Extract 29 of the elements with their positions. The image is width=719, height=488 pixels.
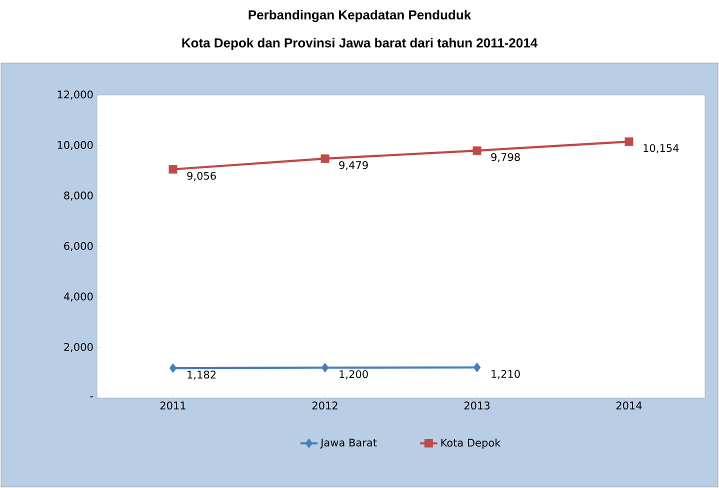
data-label: 1,200 xyxy=(340,370,368,380)
data-label: 9,798 xyxy=(491,153,520,162)
legend-label: Kota Depok xyxy=(441,438,501,449)
y-tick-label: 2,000 xyxy=(64,342,93,352)
y-tick-label: 8,000 xyxy=(64,191,93,201)
data-label: 1,182 xyxy=(188,370,216,380)
y-tick-label: 10,000 xyxy=(58,140,93,150)
point xyxy=(169,363,177,373)
data-label: 1,210 xyxy=(492,370,520,379)
y-tick-label: 4,000 xyxy=(64,292,93,302)
x-tick-label: 2013 xyxy=(464,402,490,410)
x-tick-label: 2011 xyxy=(160,402,186,410)
y-tick-label: 12,000 xyxy=(58,90,93,100)
x-tick-label: 2012 xyxy=(312,402,338,410)
point xyxy=(320,154,330,163)
data-label: 10,154 xyxy=(644,144,679,154)
point xyxy=(168,165,178,174)
point xyxy=(472,146,482,155)
data-label: 9,056 xyxy=(187,172,216,181)
y-tick-label: - xyxy=(90,396,93,398)
point xyxy=(624,137,634,146)
chart-title: Perbandingan Kepadatan Penduduk xyxy=(248,10,472,22)
point xyxy=(321,362,329,372)
x-tick-label: 2014 xyxy=(616,402,642,410)
legend-label: Jawa Barat xyxy=(320,438,377,448)
data-label: 9,479 xyxy=(339,161,368,170)
chart-subtitle: Kota Depok dan Provinsi Jawa barat dari tahun 2011-2014 xyxy=(182,38,538,50)
point xyxy=(473,362,481,372)
y-tick-label: 6,000 xyxy=(64,242,93,252)
